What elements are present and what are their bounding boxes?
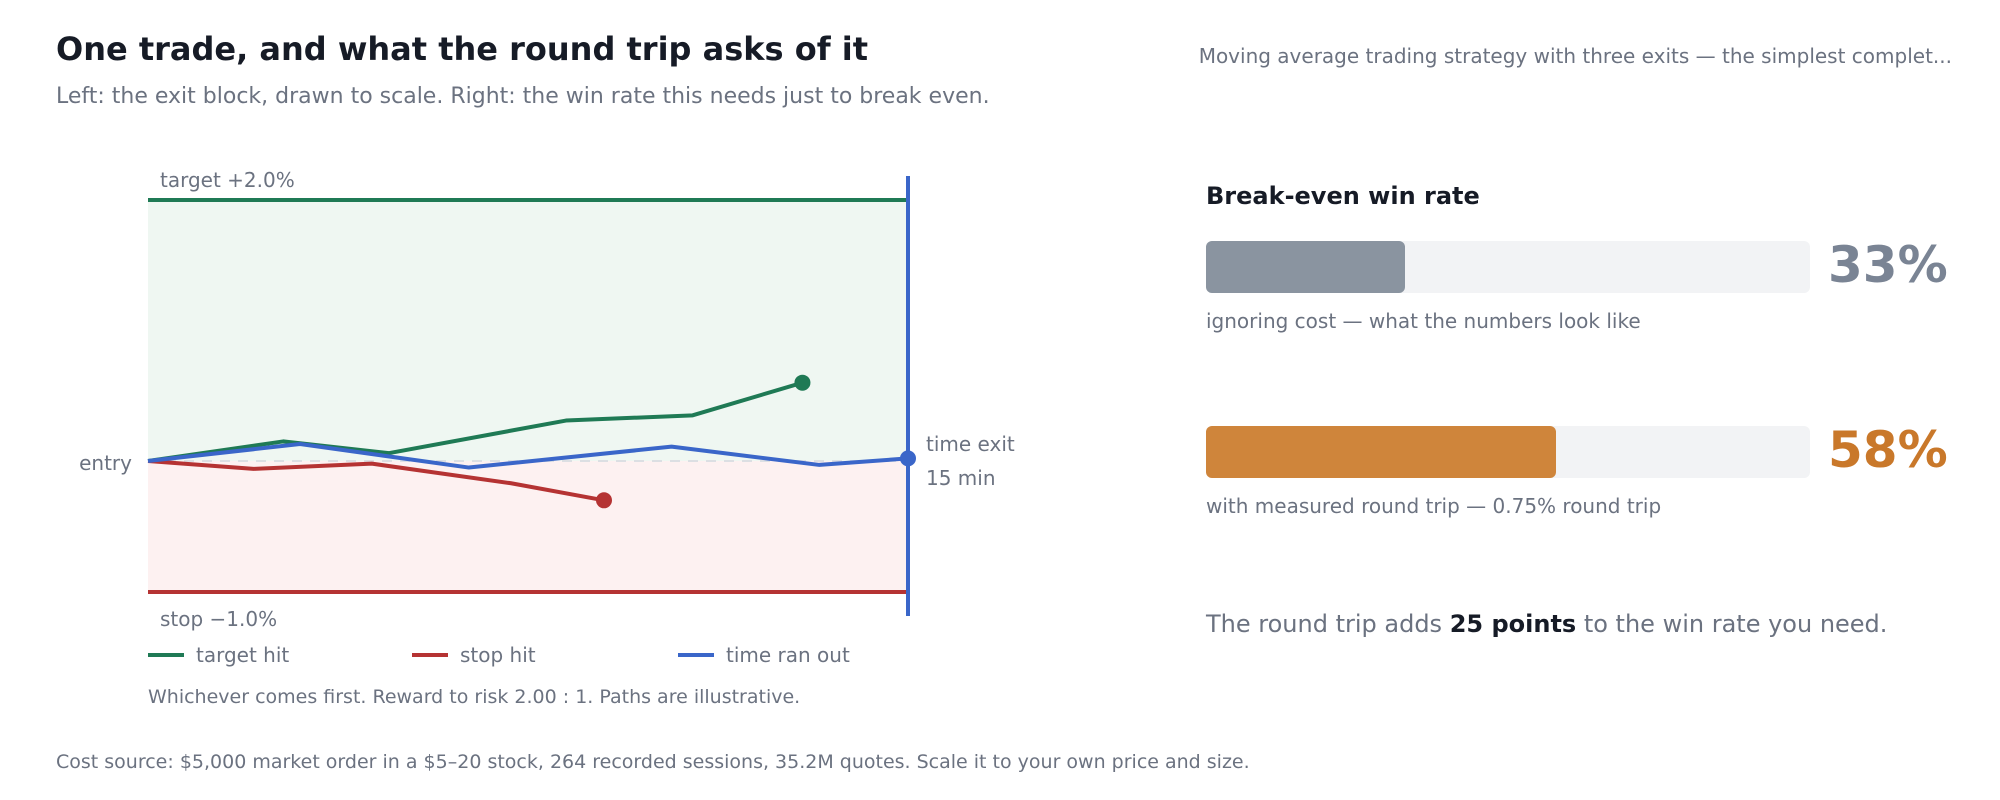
time-exit-label: time exit (926, 432, 1015, 456)
label-ignoring-cost: ignoring cost — what the numbers look li… (1206, 309, 1641, 333)
summary-post: to the win rate you need. (1576, 610, 1888, 638)
series-line-stop-hit (147, 459, 605, 503)
legend-label-time-ran-out: time ran out (726, 643, 850, 667)
bar-with-round-trip: 58% (1206, 421, 1948, 482)
legend-label-target-hit: target hit (196, 643, 289, 667)
entry-label: entry (79, 451, 132, 475)
page-subtitle: Left: the exit block, drawn to scale. Ri… (56, 84, 990, 109)
value-ignoring-cost: 33% (1828, 236, 1948, 294)
time-exit-duration-label: 15 min (926, 466, 996, 490)
series-line-target-hit (147, 380, 804, 463)
legend: target hit stop hit time ran out (148, 643, 850, 667)
chart-caption: Whichever comes first. Reward to risk 2.… (148, 686, 801, 708)
stop-label: stop −1.0% (160, 607, 277, 631)
bar-fill-ignoring-cost (1206, 241, 1406, 293)
series-layer (147, 374, 916, 509)
series-end-marker-time-ran-out (900, 450, 916, 467)
series-end-marker-target-hit (794, 374, 811, 391)
series-end-marker-stop-hit (596, 492, 612, 509)
bar-track (1206, 241, 1810, 293)
summary-strong: 25 points (1449, 610, 1577, 638)
bar-track (1206, 426, 1810, 478)
series-line-time-ran-out (147, 442, 909, 470)
profit-zone (148, 200, 908, 461)
exit-block-chart: target +2.0% stop −1.0% entry time exit … (79, 168, 1015, 667)
loss-zone (148, 461, 908, 592)
bar-fill-with-round-trip (1206, 426, 1557, 478)
value-with-round-trip: 58% (1828, 421, 1948, 479)
summary-text: The round trip adds 25 points to the win… (1206, 610, 1887, 638)
label-with-round-trip: with measured round trip — 0.75% round t… (1206, 494, 1662, 518)
target-label: target +2.0% (160, 168, 295, 192)
summary-pre: The round trip adds (1206, 610, 1450, 638)
reference-link[interactable]: Moving average trading strategy with thr… (1198, 44, 1952, 68)
footer-source-note: Cost source: $5,000 market order in a $5… (56, 751, 1250, 773)
legend-label-stop-hit: stop hit (460, 643, 536, 667)
bar-ignoring-cost: 33% (1206, 236, 1948, 297)
panel-title: Break-even win rate (1206, 182, 1480, 210)
page-title: One trade, and what the round trip asks … (56, 30, 869, 68)
